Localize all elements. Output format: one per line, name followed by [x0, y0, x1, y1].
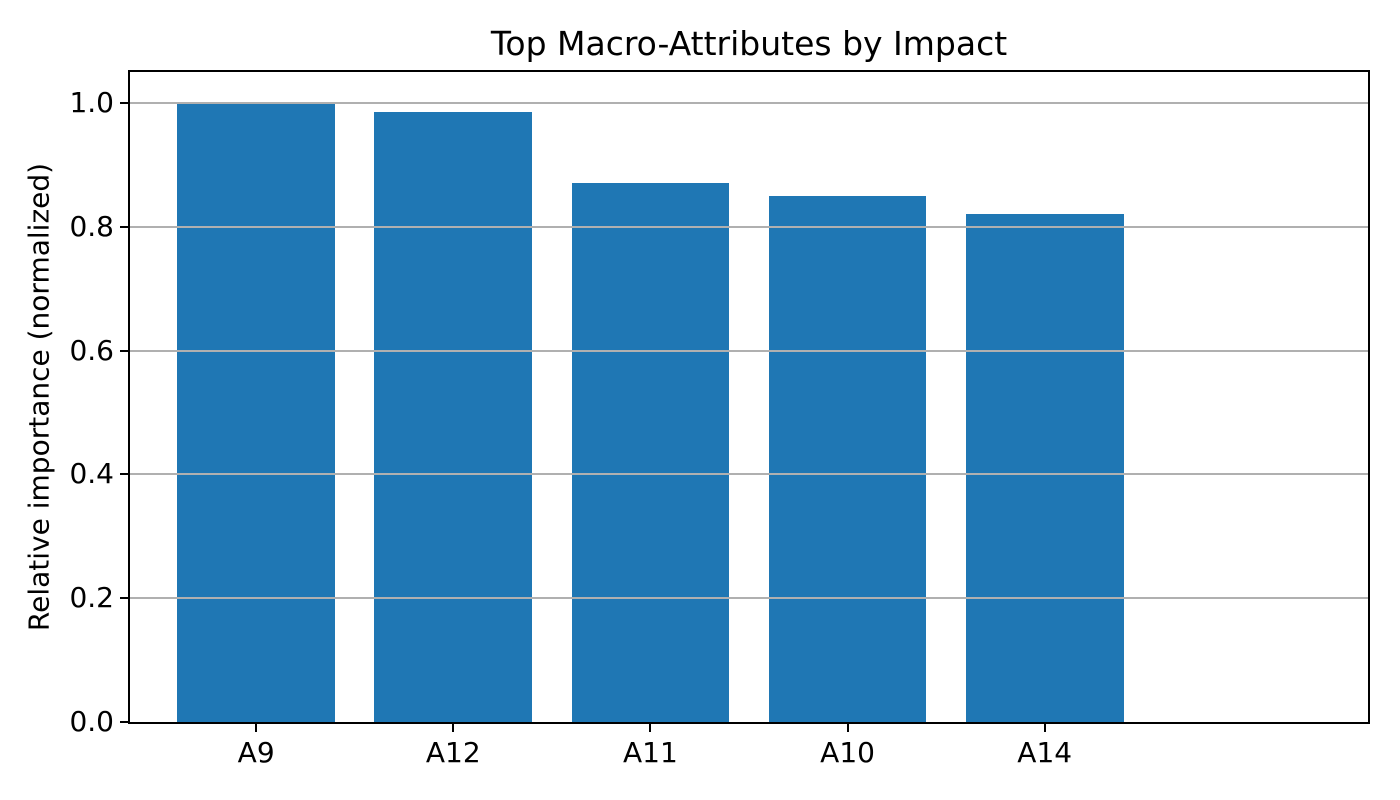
y-axis-label: Relative importance (normalized): [22, 162, 56, 632]
y-tick-label: 1.0: [69, 85, 114, 119]
x-tick-label: A10: [820, 736, 875, 769]
y-tick-label: 0.4: [69, 457, 114, 491]
x-tick-mark: [452, 722, 455, 732]
bar: [177, 102, 335, 722]
x-tick-mark: [255, 722, 258, 732]
plot-area: [130, 72, 1368, 722]
bar: [768, 195, 927, 722]
y-tick-label: 0.6: [69, 333, 114, 367]
y-tick-label: 0.0: [69, 704, 114, 738]
x-tick-mark: [649, 722, 652, 732]
x-tick-mark: [846, 722, 849, 732]
chart-title: Top Macro-Attributes by Impact: [490, 24, 1008, 63]
y-tick-mark: [120, 597, 130, 600]
x-tick-label: A11: [623, 736, 678, 769]
y-tick-mark: [120, 101, 130, 104]
x-tick-label: A14: [1017, 736, 1073, 769]
bar: [374, 112, 533, 722]
x-tick-mark: [1043, 722, 1046, 732]
y-tick-label: 0.8: [69, 209, 114, 243]
bar: [571, 183, 730, 722]
x-tick-label: A12: [425, 736, 481, 769]
x-tick-label: A9: [237, 736, 275, 769]
y-tick-mark: [120, 473, 130, 476]
y-tick-mark: [120, 721, 130, 723]
bar: [965, 214, 1124, 722]
y-tick-label: 0.2: [69, 581, 114, 615]
y-tick-mark: [120, 349, 130, 352]
y-tick-mark: [120, 225, 130, 228]
